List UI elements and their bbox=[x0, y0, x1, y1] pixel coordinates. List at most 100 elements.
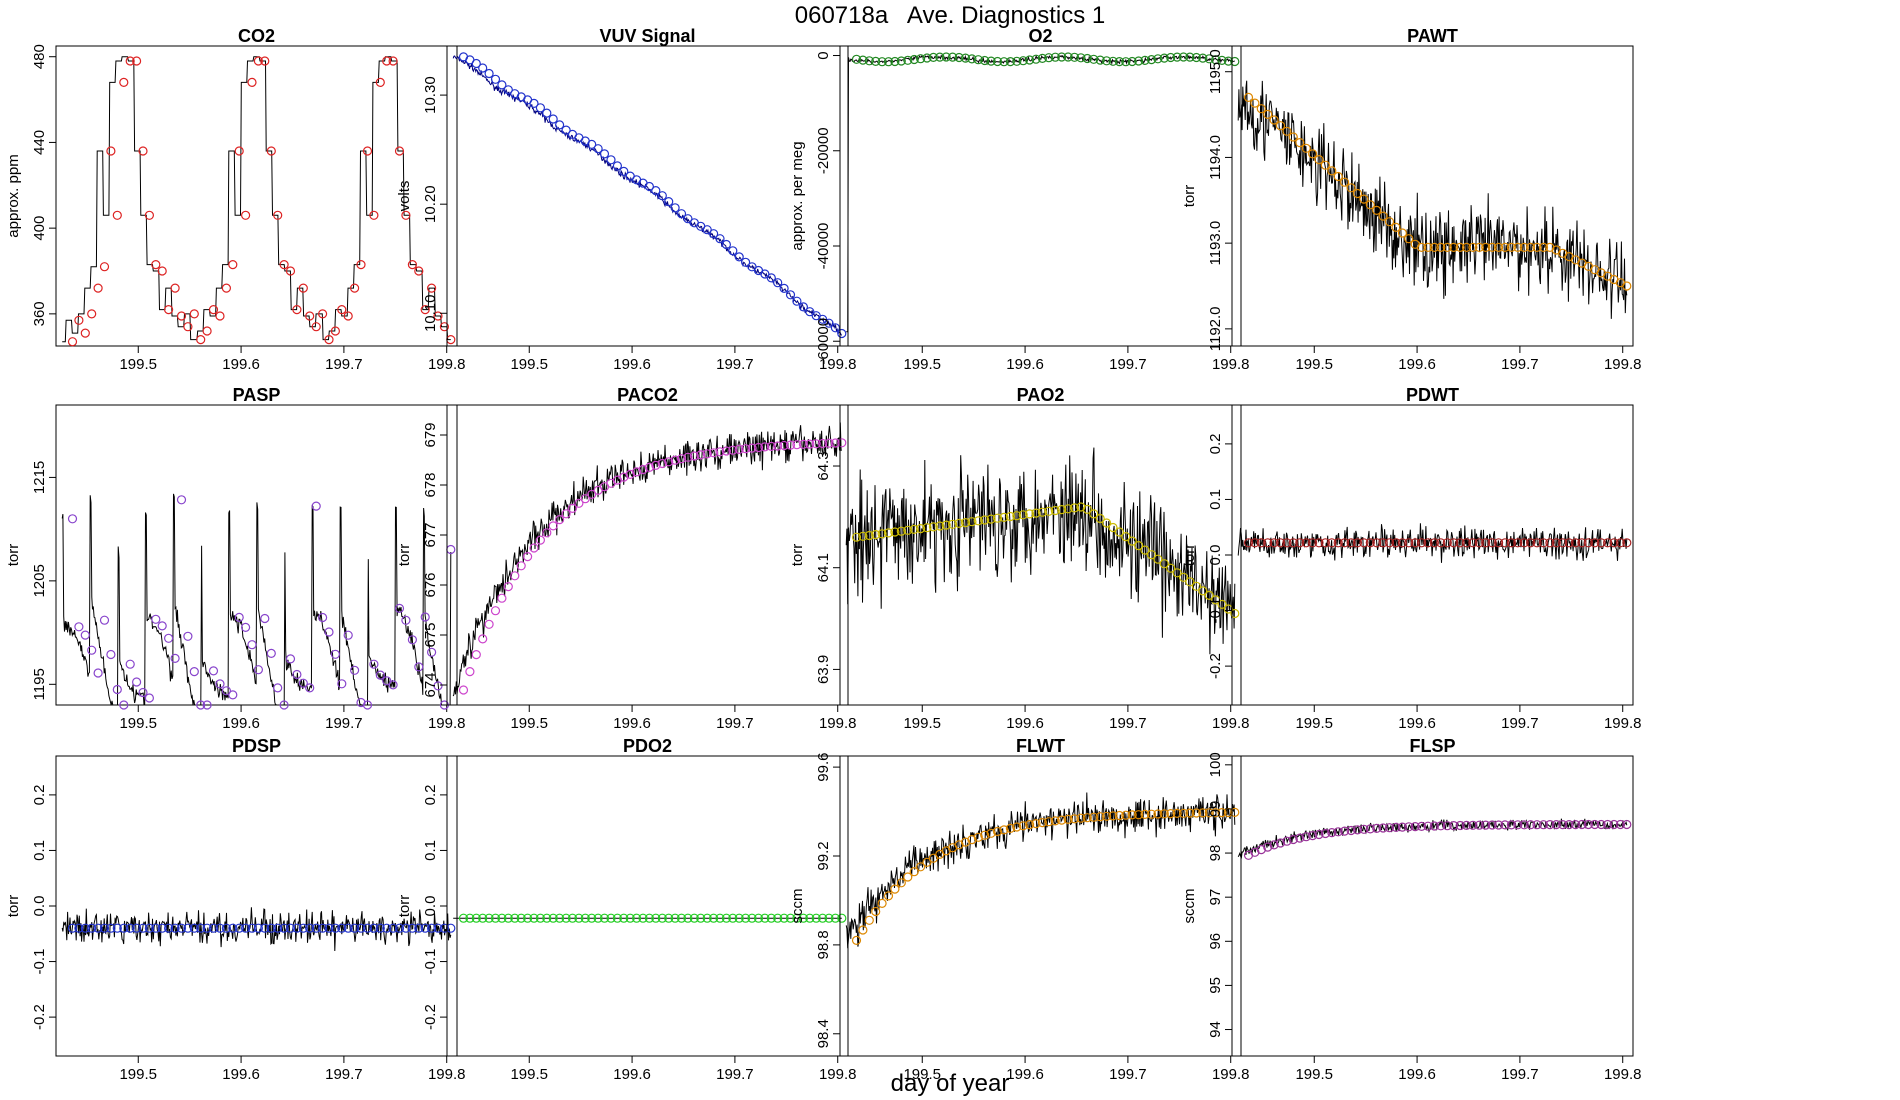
average-point bbox=[1468, 820, 1478, 830]
average-point bbox=[208, 923, 219, 933]
average-point bbox=[330, 326, 340, 336]
average-point bbox=[1455, 242, 1465, 252]
average-point bbox=[883, 57, 894, 67]
average-point bbox=[864, 530, 874, 541]
y-tick-label: 0.1 bbox=[31, 840, 48, 861]
average-point bbox=[554, 913, 565, 923]
x-tick-label: 199.5 bbox=[119, 715, 157, 732]
average-point bbox=[1044, 53, 1054, 63]
panel-pdwt: PDWT 199.5 199.6 199.7 199.8 -0.2 -0.1 0.0 0.1 0.… bbox=[1181, 385, 1641, 732]
average-point bbox=[664, 197, 674, 207]
average-point bbox=[1275, 121, 1286, 131]
average-point bbox=[967, 517, 977, 527]
average-point bbox=[1275, 838, 1286, 848]
average-point bbox=[676, 454, 687, 464]
average-point bbox=[805, 439, 815, 449]
average-point bbox=[1590, 538, 1600, 548]
average-point bbox=[465, 666, 475, 677]
average-point bbox=[503, 581, 513, 592]
average-point bbox=[670, 913, 680, 923]
average-point bbox=[343, 311, 353, 321]
average-point bbox=[1583, 819, 1594, 830]
y-tick-label: 674 bbox=[422, 672, 439, 697]
x-tick-label: 199.8 bbox=[819, 715, 857, 732]
average-point bbox=[221, 283, 231, 293]
average-point bbox=[350, 923, 360, 933]
average-point bbox=[837, 913, 847, 923]
average-point bbox=[734, 444, 744, 454]
average-point bbox=[1391, 538, 1401, 548]
average-point bbox=[1101, 56, 1112, 66]
average-point bbox=[112, 210, 122, 220]
average-point bbox=[343, 923, 353, 933]
average-point bbox=[1493, 538, 1504, 548]
average-point bbox=[567, 913, 578, 923]
x-tick-label: 199.5 bbox=[1295, 1066, 1333, 1083]
average-point bbox=[298, 923, 308, 933]
average-point bbox=[170, 923, 180, 933]
average-point bbox=[414, 923, 424, 933]
plot-frame bbox=[446, 755, 849, 1057]
average-point bbox=[1410, 538, 1420, 548]
average-point bbox=[1327, 827, 1337, 838]
average-point bbox=[241, 923, 251, 933]
average-point bbox=[1295, 138, 1305, 148]
average-point bbox=[1050, 816, 1060, 826]
y-tick-label: -0.1 bbox=[1207, 598, 1224, 624]
average-point bbox=[1346, 183, 1356, 193]
average-point bbox=[510, 913, 520, 923]
average-point bbox=[1108, 56, 1118, 66]
average-point bbox=[580, 913, 590, 923]
average-point bbox=[176, 923, 187, 933]
average-point bbox=[93, 283, 103, 293]
average-point bbox=[1429, 538, 1440, 548]
average-point bbox=[935, 521, 945, 531]
average-point bbox=[1301, 538, 1311, 548]
average-point bbox=[427, 923, 437, 933]
average-point bbox=[1551, 538, 1561, 548]
y-tick-label: 10.20 bbox=[422, 185, 439, 223]
average-point bbox=[1307, 830, 1318, 841]
x-tick-label: 199.8 bbox=[428, 356, 466, 373]
average-point bbox=[811, 439, 821, 449]
average-point bbox=[1404, 538, 1414, 548]
panel-vuv-signal: VUV Signal 199.5 199.6 199.7 199.8 10.10 10.20… bbox=[396, 26, 856, 373]
average-point bbox=[1500, 538, 1510, 548]
average-point bbox=[830, 913, 841, 923]
average-point bbox=[773, 441, 783, 451]
average-point bbox=[80, 328, 90, 338]
average-point bbox=[93, 923, 103, 933]
average-point bbox=[1089, 54, 1099, 64]
x-tick-label: 199.7 bbox=[1109, 1066, 1147, 1083]
average-point bbox=[999, 825, 1009, 835]
average-point bbox=[106, 146, 116, 156]
average-point bbox=[253, 923, 263, 933]
y-tick-label: 1194.0 bbox=[1207, 135, 1224, 180]
average-point bbox=[1327, 166, 1337, 176]
average-point bbox=[99, 262, 110, 272]
average-point bbox=[93, 668, 103, 678]
y-tick-label: 64.3 bbox=[815, 451, 832, 480]
average-point bbox=[87, 923, 97, 933]
plot-title: CO2 bbox=[238, 26, 275, 46]
y-axis-label: approx. ppm bbox=[5, 154, 22, 237]
average-point bbox=[1429, 242, 1440, 252]
average-point bbox=[458, 913, 469, 923]
average-point bbox=[484, 913, 494, 923]
average-point bbox=[1590, 819, 1600, 830]
y-tick-label: 440 bbox=[31, 130, 48, 155]
average-point bbox=[1210, 595, 1221, 605]
average-point bbox=[1442, 242, 1452, 252]
average-point bbox=[1602, 538, 1613, 548]
average-point bbox=[401, 923, 411, 933]
average-point bbox=[1333, 171, 1343, 182]
average-point bbox=[1076, 502, 1086, 512]
average-point bbox=[228, 923, 238, 933]
average-point bbox=[1069, 503, 1080, 513]
x-tick-label: 199.7 bbox=[325, 715, 363, 732]
y-tick-label: 64.1 bbox=[815, 553, 832, 582]
average-point bbox=[388, 56, 398, 66]
average-point bbox=[805, 307, 815, 317]
average-point bbox=[760, 442, 770, 452]
average-point bbox=[433, 681, 443, 691]
